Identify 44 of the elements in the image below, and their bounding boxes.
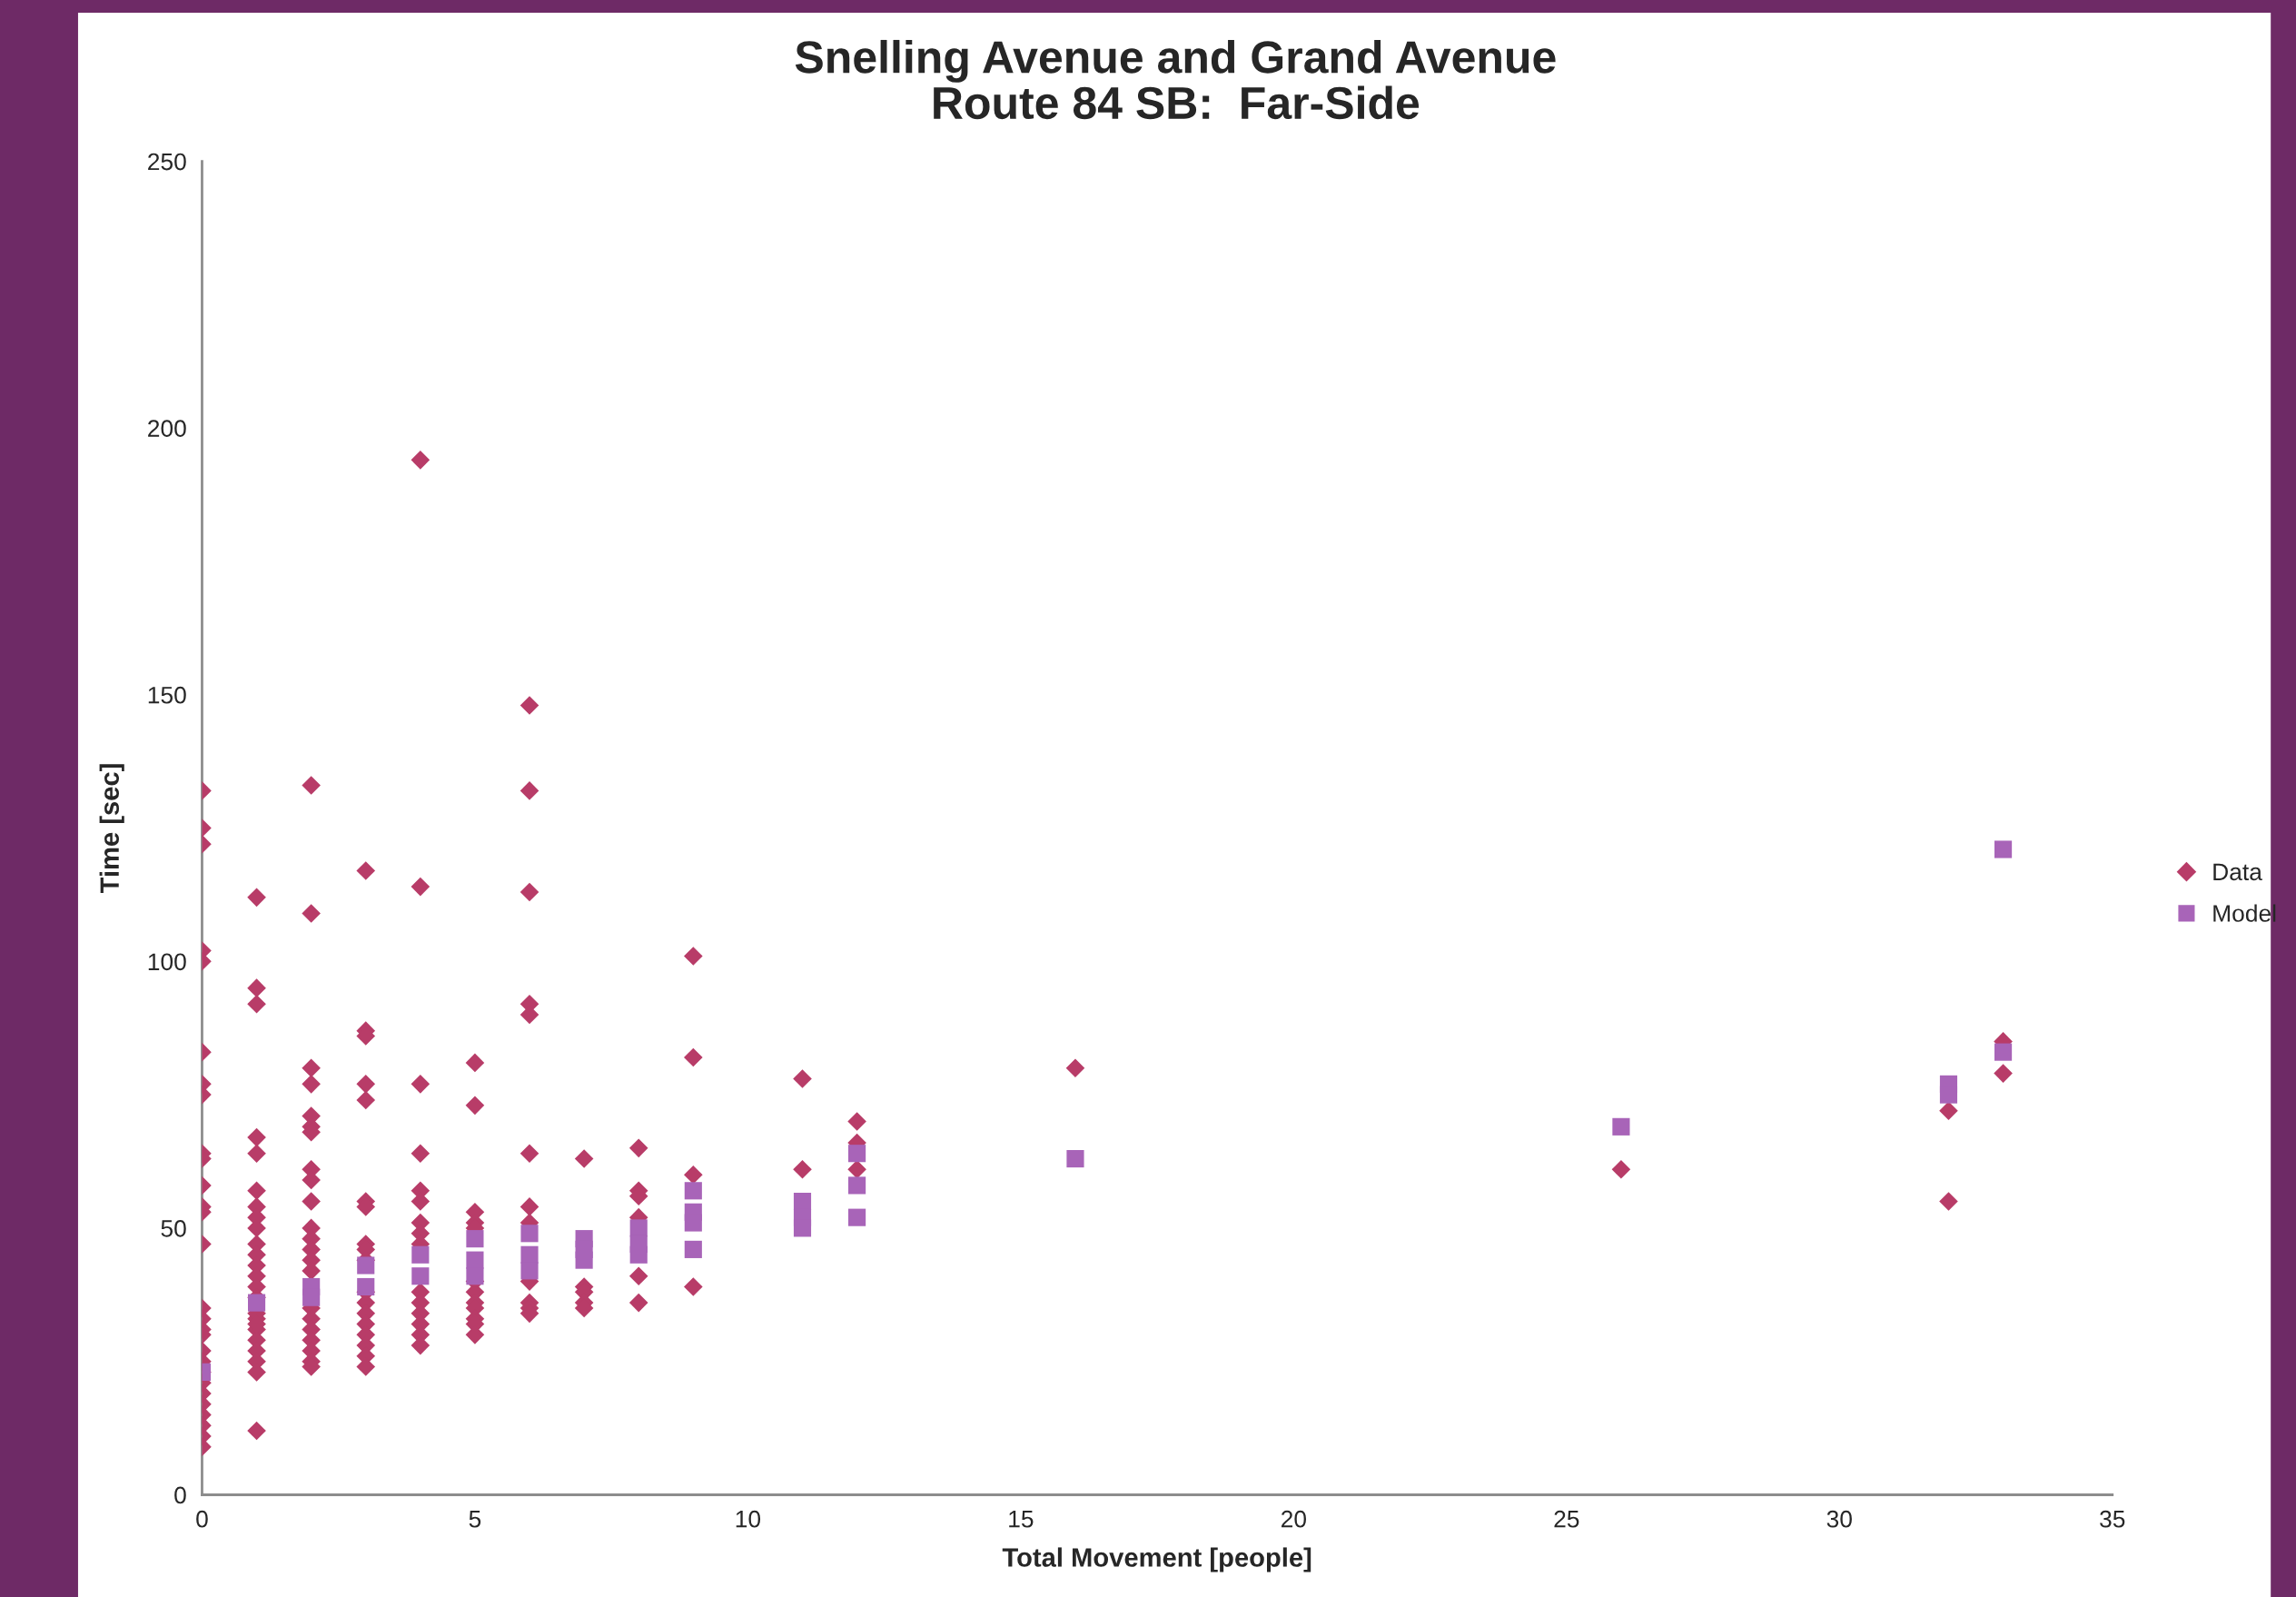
x-tick-label: 10	[736, 1510, 761, 1528]
point	[357, 1277, 375, 1296]
point	[848, 1145, 866, 1163]
point	[1612, 1117, 1630, 1136]
point	[848, 1208, 866, 1226]
y-axis-title: Time [sec]	[99, 764, 124, 894]
point	[520, 1262, 539, 1280]
point	[575, 1251, 593, 1269]
point	[684, 1214, 702, 1232]
x-tick-label: 35	[2100, 1510, 2125, 1528]
point	[466, 1230, 484, 1248]
point	[411, 1245, 430, 1264]
y-tick-label: 50	[161, 1220, 186, 1237]
y-tick-label: 100	[148, 953, 186, 971]
point	[793, 1219, 812, 1237]
point	[1066, 1150, 1084, 1168]
y-tick-label: 150	[148, 686, 186, 704]
x-axis-title: Total Movement [people]	[1002, 1547, 1311, 1572]
x-tick-label: 5	[469, 1511, 481, 1528]
x-tick-label: 15	[1009, 1511, 1034, 1528]
point	[520, 1245, 539, 1264]
point	[1994, 1043, 2013, 1061]
point	[684, 1182, 702, 1200]
point	[466, 1267, 484, 1285]
point	[684, 1240, 702, 1258]
point	[848, 1176, 866, 1195]
point	[1939, 1086, 1958, 1104]
x-tick-label: 30	[1826, 1510, 1852, 1528]
point	[629, 1245, 648, 1264]
x-tick-label: 0	[196, 1510, 208, 1528]
point	[302, 1288, 321, 1306]
y-tick-label: 250	[148, 153, 186, 171]
point	[411, 1267, 430, 1285]
point	[793, 1192, 812, 1211]
y-tick-label: 200	[148, 420, 186, 437]
x-tick-label: 20	[1282, 1510, 1306, 1528]
x-tick-label: 25	[1554, 1510, 1579, 1528]
point	[247, 1294, 266, 1312]
point	[520, 1225, 539, 1243]
y-tick-label: 0	[174, 1486, 186, 1504]
legend-label: Data	[2213, 863, 2262, 881]
point	[1994, 840, 2013, 858]
chart-title: Snelling Avenue and Grand Avenue Route 84 SB: Far-Side	[795, 39, 1556, 120]
point	[357, 1256, 375, 1275]
